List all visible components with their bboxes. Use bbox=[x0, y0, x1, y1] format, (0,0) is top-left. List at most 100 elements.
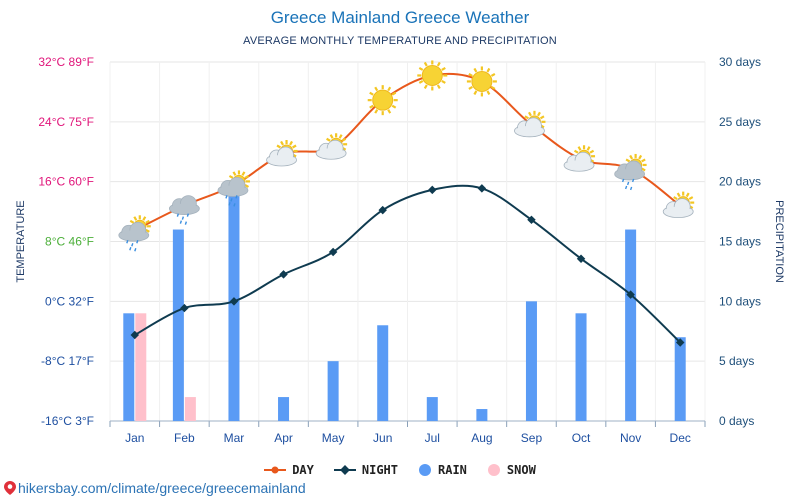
legend-item-snow[interactable]: SNOW bbox=[487, 463, 536, 477]
cloud-part bbox=[170, 203, 199, 214]
night-point bbox=[180, 303, 189, 313]
cloud-part bbox=[565, 160, 594, 171]
rain-drop bbox=[179, 220, 183, 224]
left-tick-label: 8°C 46°F bbox=[45, 235, 94, 249]
rain-drop bbox=[629, 186, 633, 191]
sun-ray bbox=[537, 111, 541, 117]
night-point bbox=[130, 330, 140, 340]
rain-drop bbox=[181, 216, 185, 220]
rain-drop bbox=[136, 240, 139, 244]
location-pin-icon bbox=[4, 481, 16, 495]
right-tick-label: 10 days bbox=[719, 294, 761, 308]
sun-icon bbox=[466, 66, 497, 97]
sun-ray bbox=[280, 140, 284, 146]
sun-ray bbox=[369, 91, 374, 96]
sun-ray bbox=[524, 115, 529, 120]
sun-ray bbox=[473, 90, 478, 95]
sun-ray bbox=[490, 72, 496, 77]
y-axis-title: TEMPERATURE bbox=[15, 200, 27, 282]
sun-ray bbox=[676, 192, 681, 198]
snow-bar bbox=[184, 397, 196, 421]
sun-ray bbox=[289, 140, 293, 146]
sun-ray bbox=[369, 104, 374, 109]
sun-ray bbox=[228, 174, 234, 179]
x-tick-label: Jul bbox=[425, 431, 440, 445]
sun-ray bbox=[387, 109, 392, 114]
night-point bbox=[229, 297, 239, 306]
cloud-sun-icon bbox=[266, 139, 298, 167]
legend-item-day[interactable]: DAY bbox=[264, 463, 314, 477]
cloud-sun-icon bbox=[315, 133, 348, 160]
right-tick-label: 20 days bbox=[719, 175, 761, 189]
rain-drop bbox=[233, 203, 236, 207]
rain-bar bbox=[327, 361, 339, 421]
sun-ray bbox=[436, 61, 441, 67]
night-point bbox=[279, 270, 288, 279]
legend-item-rain[interactable]: RAIN bbox=[418, 463, 467, 477]
x-tick-label: Dec bbox=[670, 431, 691, 445]
sun-ray bbox=[145, 228, 150, 233]
sun-ray bbox=[641, 167, 646, 172]
sun-ray bbox=[486, 90, 491, 95]
left-tick-label: -16°C 3°F bbox=[41, 414, 94, 428]
rain-drop bbox=[186, 213, 190, 217]
rain-bar bbox=[525, 301, 537, 421]
sun-ray bbox=[133, 216, 138, 221]
rain-drop bbox=[235, 195, 238, 199]
sun-ray bbox=[244, 183, 250, 188]
sun-ray bbox=[589, 149, 595, 154]
legend-snow-label: SNOW bbox=[506, 463, 536, 477]
x-tick-label: Jun bbox=[373, 431, 392, 445]
cloud-sun-rain-icon bbox=[614, 153, 647, 191]
rain-drop bbox=[626, 181, 630, 186]
cloud-part bbox=[267, 154, 296, 165]
sun-ray bbox=[374, 109, 379, 114]
legend-rain-marker bbox=[419, 464, 431, 476]
legend-item-night[interactable]: NIGHT bbox=[333, 463, 398, 477]
sun-disc bbox=[471, 70, 493, 92]
left-tick-label: 24°C 75°F bbox=[38, 115, 94, 129]
sun-ray bbox=[418, 67, 424, 71]
sun-ray bbox=[577, 146, 582, 151]
sun-ray bbox=[145, 219, 150, 224]
rain-drop bbox=[176, 213, 180, 217]
sun-ray bbox=[473, 67, 478, 73]
rain-bar bbox=[278, 397, 290, 421]
sun-ray bbox=[142, 216, 147, 221]
x-tick-label: Nov bbox=[620, 431, 641, 445]
sun-ray bbox=[573, 149, 579, 154]
sun-ray bbox=[391, 91, 397, 96]
snow-bar bbox=[135, 313, 147, 421]
cloud-sun-icon bbox=[514, 110, 546, 138]
sun-ray bbox=[539, 115, 545, 120]
legend-day-marker bbox=[264, 466, 287, 474]
legend-snow-marker bbox=[487, 464, 500, 476]
rain-bar bbox=[476, 409, 488, 421]
sun-ray bbox=[129, 219, 135, 224]
sun-ray bbox=[387, 86, 392, 92]
sun-ray bbox=[244, 174, 250, 179]
source-url: hikersbay.com/climate/greece/greecemainl… bbox=[18, 480, 306, 496]
sun-ray bbox=[423, 84, 428, 90]
cloud-sun-rain-icon bbox=[217, 170, 250, 207]
sun-ray bbox=[326, 137, 331, 142]
sun-ray bbox=[441, 67, 446, 71]
rain-drop bbox=[184, 221, 188, 225]
x-tick-label: Feb bbox=[174, 431, 195, 445]
chart-legend: DAY NIGHT RAIN SNOW bbox=[0, 463, 800, 477]
left-tick-label: 0°C 32°F bbox=[45, 294, 94, 308]
legend-night-marker bbox=[333, 465, 356, 475]
sun-disc bbox=[421, 64, 443, 86]
night-point bbox=[477, 184, 487, 193]
rain-drop bbox=[225, 195, 228, 199]
x-tick-label: Sep bbox=[521, 431, 543, 445]
rain-bar bbox=[172, 229, 184, 421]
right-tick-label: 0 days bbox=[719, 414, 754, 428]
night-point bbox=[428, 185, 437, 195]
legend-rain-label: RAIN bbox=[438, 463, 467, 477]
sun-ray bbox=[468, 72, 473, 77]
cloud-sun-icon bbox=[662, 191, 695, 219]
cloud-part bbox=[218, 185, 247, 196]
source-link[interactable]: hikersbay.com/climate/greece/greecemainl… bbox=[4, 480, 306, 496]
